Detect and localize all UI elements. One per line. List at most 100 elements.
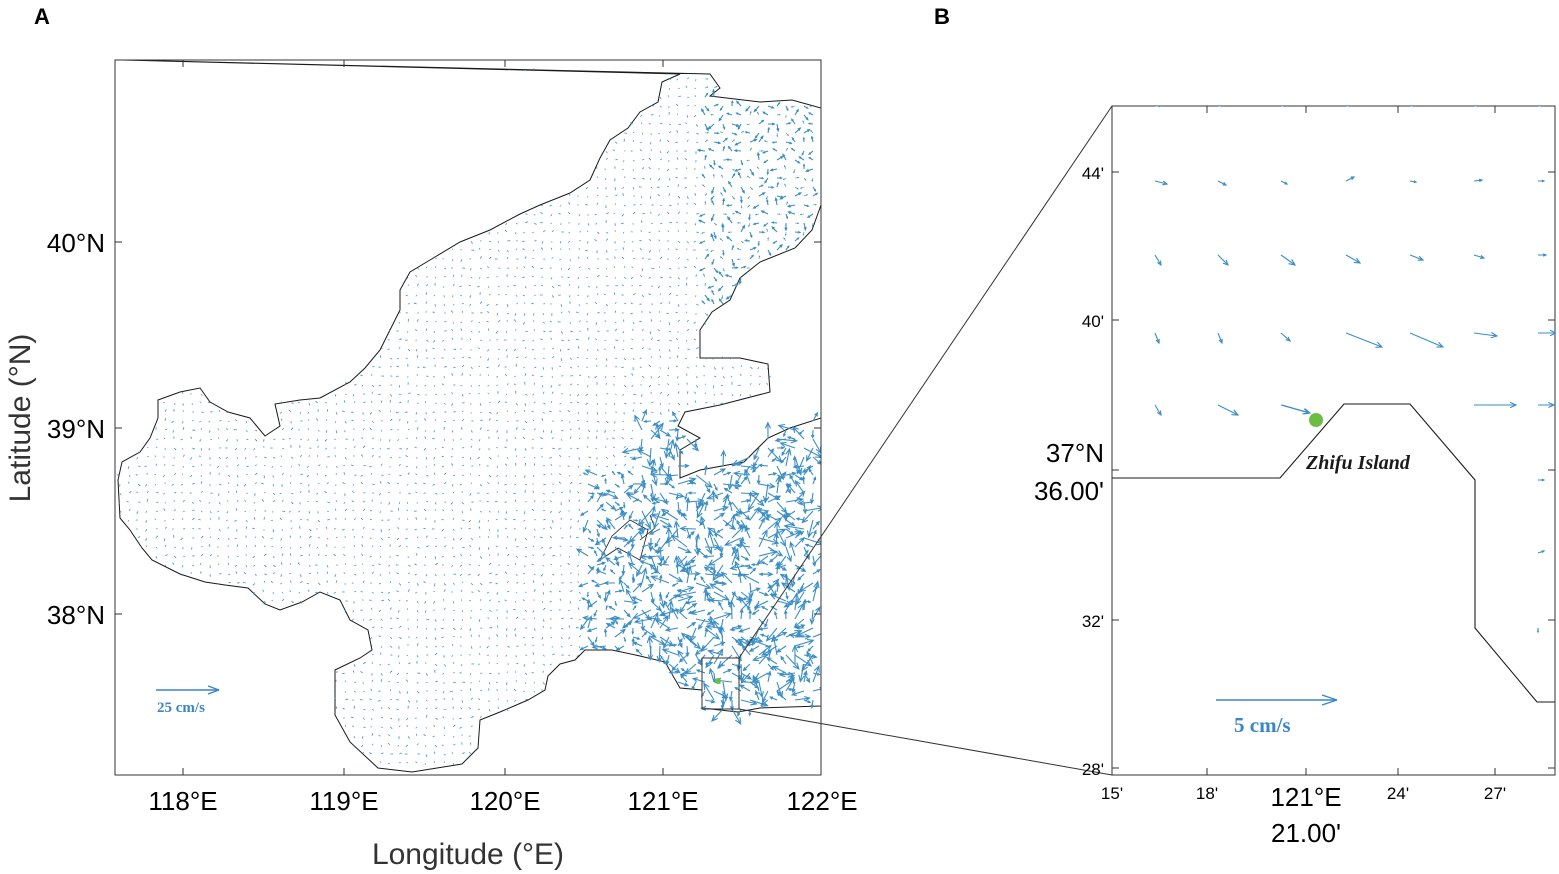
current-vector bbox=[731, 132, 738, 136]
current-vector bbox=[208, 501, 211, 504]
current-vector bbox=[569, 383, 573, 386]
current-vector bbox=[182, 420, 184, 424]
scale-arrow-a bbox=[156, 685, 220, 695]
current-vector bbox=[280, 401, 283, 404]
current-vector bbox=[542, 474, 546, 476]
current-vector bbox=[632, 131, 635, 134]
current-vector bbox=[630, 456, 643, 461]
current-vector bbox=[380, 672, 383, 676]
current-vector bbox=[596, 195, 599, 197]
current-vector bbox=[686, 402, 689, 406]
current-vector bbox=[780, 582, 796, 593]
current-vector bbox=[407, 492, 411, 495]
current-vector bbox=[605, 357, 608, 362]
current-vector bbox=[398, 646, 400, 650]
current-vector bbox=[308, 528, 312, 532]
current-vector bbox=[569, 402, 573, 404]
current-vector bbox=[551, 285, 555, 289]
current-vector bbox=[679, 673, 688, 683]
current-vector bbox=[353, 518, 357, 521]
current-vector bbox=[722, 493, 730, 512]
current-vector bbox=[603, 564, 607, 572]
current-vector bbox=[812, 569, 821, 575]
current-vector bbox=[542, 670, 544, 674]
current-vector bbox=[452, 411, 457, 413]
current-vector bbox=[622, 618, 634, 629]
current-vector bbox=[461, 303, 465, 305]
current-vector bbox=[713, 580, 724, 584]
current-vector bbox=[622, 348, 625, 351]
current-vector bbox=[621, 447, 643, 455]
current-vector bbox=[685, 85, 688, 89]
current-vector bbox=[487, 616, 490, 620]
current-vector bbox=[632, 159, 635, 162]
current-vector bbox=[452, 274, 455, 278]
current-vector bbox=[432, 375, 436, 378]
current-vector bbox=[326, 408, 329, 413]
current-vector bbox=[272, 591, 274, 595]
current-vector bbox=[515, 363, 517, 368]
current-vector bbox=[461, 546, 466, 549]
current-vector bbox=[711, 199, 715, 206]
current-vector bbox=[512, 518, 517, 521]
current-vector bbox=[136, 491, 139, 494]
current-vector bbox=[697, 618, 706, 631]
current-vector bbox=[335, 465, 338, 468]
current-vector bbox=[614, 166, 616, 169]
current-vector bbox=[695, 132, 700, 135]
current-vector bbox=[279, 492, 283, 494]
current-vector bbox=[613, 265, 616, 269]
current-vector bbox=[569, 436, 572, 440]
current-vector bbox=[522, 294, 526, 296]
current-vector bbox=[352, 669, 355, 674]
current-vector bbox=[710, 232, 715, 242]
current-vector bbox=[351, 500, 355, 503]
current-vector bbox=[182, 391, 184, 395]
current-vector bbox=[709, 615, 715, 629]
current-vector bbox=[641, 177, 645, 180]
current-vector bbox=[263, 445, 265, 449]
current-vector bbox=[622, 246, 625, 251]
current-vector bbox=[378, 635, 382, 638]
current-vector bbox=[171, 528, 175, 530]
current-vector bbox=[549, 510, 553, 513]
current-vector bbox=[137, 501, 141, 503]
current-vector bbox=[560, 573, 563, 576]
current-vector bbox=[600, 508, 607, 512]
current-vector bbox=[253, 516, 256, 521]
current-vector bbox=[513, 383, 517, 386]
current-vector bbox=[560, 330, 563, 334]
current-vector bbox=[326, 482, 329, 485]
current-vector bbox=[425, 266, 428, 269]
current-vector bbox=[727, 231, 733, 234]
current-vector bbox=[326, 510, 330, 512]
current-vector bbox=[684, 266, 688, 269]
current-vector bbox=[596, 420, 600, 423]
current-vector bbox=[596, 524, 607, 530]
current-vector bbox=[749, 110, 752, 116]
current-vector bbox=[757, 111, 760, 116]
current-vector bbox=[335, 420, 337, 424]
current-vector bbox=[477, 347, 481, 350]
current-vector bbox=[630, 231, 634, 233]
current-vector bbox=[468, 707, 472, 710]
current-vector bbox=[389, 717, 393, 720]
current-vector bbox=[614, 240, 616, 244]
current-vector bbox=[567, 276, 571, 278]
current-vector bbox=[631, 384, 634, 388]
current-vector bbox=[569, 357, 573, 360]
current-vector bbox=[568, 625, 571, 629]
current-vector bbox=[380, 678, 383, 683]
current-vector bbox=[794, 108, 799, 116]
current-vector bbox=[737, 708, 742, 717]
current-vector bbox=[431, 528, 436, 530]
current-vector bbox=[693, 240, 697, 243]
current-vector bbox=[451, 429, 454, 433]
current-vector bbox=[623, 265, 626, 269]
current-vector bbox=[407, 705, 409, 710]
current-vector bbox=[164, 429, 168, 431]
current-vector bbox=[226, 411, 229, 414]
current-vector bbox=[551, 256, 553, 260]
current-vector bbox=[371, 483, 376, 485]
current-vector bbox=[245, 564, 247, 568]
